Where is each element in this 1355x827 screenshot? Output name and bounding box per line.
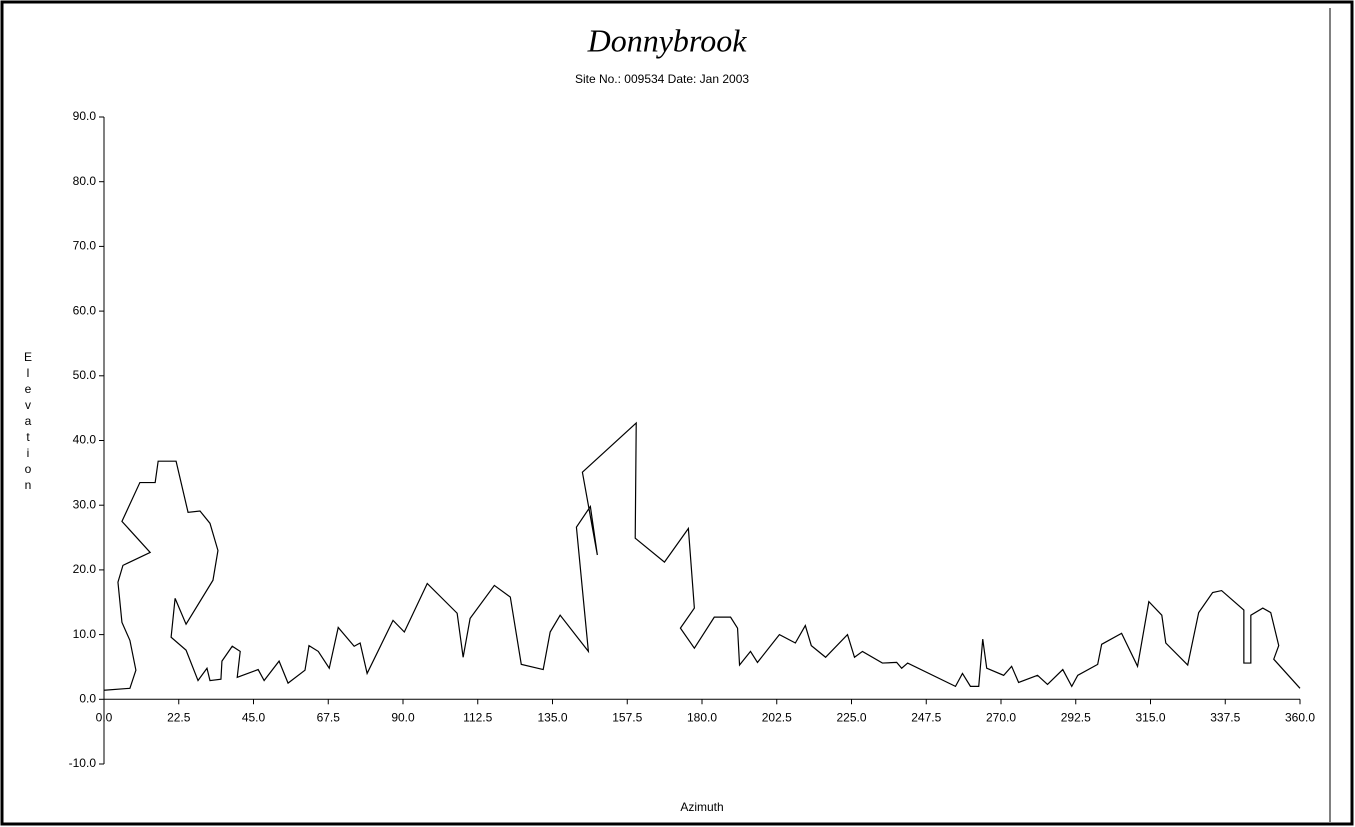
x-tick-label: 247.5 [911, 710, 941, 724]
y-tick-label: 20.0 [73, 562, 97, 576]
x-tick-label: 315.0 [1135, 710, 1165, 724]
x-tick-label: 337.5 [1210, 710, 1240, 724]
x-tick-label: 157.5 [612, 710, 642, 724]
y-tick-label: -10.0 [69, 756, 97, 770]
y-tick-label: 0.0 [79, 691, 96, 705]
x-tick-label: 225.0 [836, 710, 866, 724]
x-tick-label: 67.5 [317, 710, 341, 724]
y-axis-label: Elevation [21, 350, 35, 494]
x-tick-label: 202.5 [762, 710, 792, 724]
y-tick-label: 80.0 [73, 174, 97, 188]
y-tick-label: 90.0 [73, 109, 97, 123]
x-tick-label: 270.0 [986, 710, 1016, 724]
x-tick-label: 180.0 [687, 710, 717, 724]
x-tick-label: 360.0 [1285, 710, 1315, 724]
y-tick-label: 50.0 [73, 368, 97, 382]
chart-subtitle: Site No.: 009534 Date: Jan 2003 [575, 72, 749, 86]
chart-title: Donnybrook [587, 22, 748, 58]
y-tick-label: 70.0 [73, 239, 97, 253]
x-tick-label: 0.0 [96, 710, 113, 724]
profile-line [103, 421, 1301, 691]
y-tick-label: 60.0 [73, 303, 97, 317]
x-tick-label: 45.0 [242, 710, 266, 724]
y-tick-label: 30.0 [73, 497, 97, 511]
x-tick-label: 112.5 [463, 710, 492, 724]
x-tick-label: 90.0 [391, 710, 415, 724]
y-tick-label: 40.0 [73, 433, 97, 447]
x-tick-label: 135.0 [537, 710, 567, 724]
x-tick-label: 22.5 [167, 710, 191, 724]
y-tick-label: 10.0 [73, 627, 97, 641]
x-axis-label: Azimuth [680, 800, 723, 814]
x-tick-label: 292.5 [1061, 710, 1091, 724]
